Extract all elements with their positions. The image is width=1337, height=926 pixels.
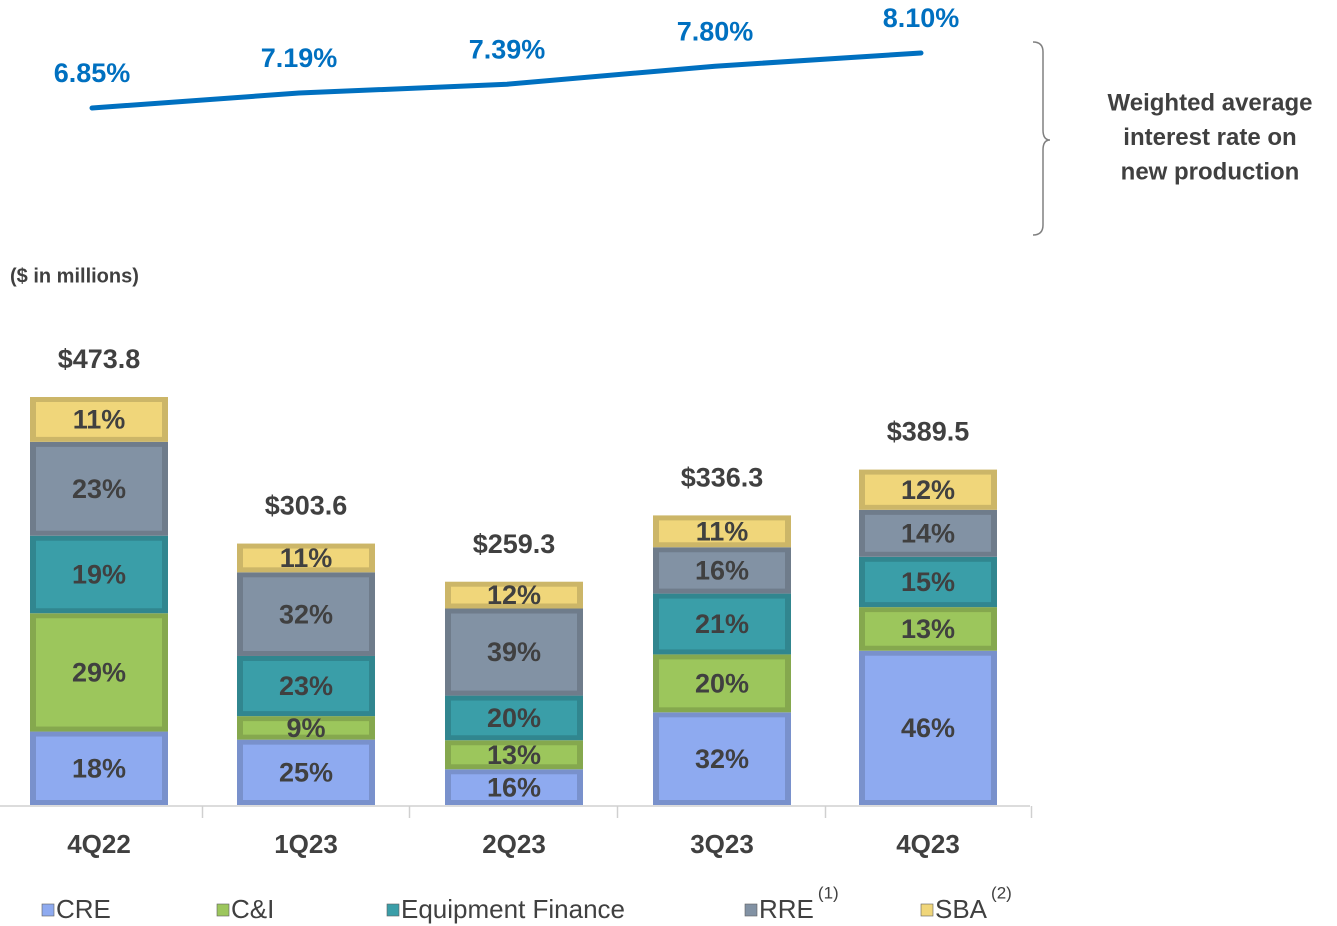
legend-label: RRE xyxy=(759,894,814,924)
bar-face xyxy=(36,540,162,609)
segment-label: 29% xyxy=(72,658,126,688)
rate-line xyxy=(89,50,924,111)
bar-face xyxy=(865,514,991,552)
segment-label: 11% xyxy=(696,516,749,546)
bar-face xyxy=(451,586,577,604)
segment-label: 9% xyxy=(286,713,325,743)
legend-label: Equipment Finance xyxy=(401,894,625,924)
rate-label: 7.39% xyxy=(469,34,546,64)
bar-face xyxy=(865,612,991,646)
bar-face xyxy=(243,548,369,568)
bar-face xyxy=(243,577,369,651)
bar-face xyxy=(243,660,369,712)
segment-label: 11% xyxy=(280,543,333,573)
x-tick-label: 1Q23 xyxy=(274,829,338,859)
bar-face xyxy=(659,598,785,650)
legend-swatch xyxy=(216,903,230,917)
bar-face xyxy=(865,474,991,505)
x-tick-label: 3Q23 xyxy=(690,829,754,859)
segment-label: 20% xyxy=(695,668,749,698)
bar-face xyxy=(36,618,162,727)
bar-face xyxy=(659,659,785,708)
total-label: $473.8 xyxy=(58,344,141,374)
bar-face xyxy=(36,446,162,531)
legend-swatch xyxy=(41,903,55,917)
segment-label: 20% xyxy=(487,703,541,733)
legend-footnote: (1) xyxy=(818,883,839,902)
rate-label: 7.19% xyxy=(261,43,338,73)
x-tick-label: 4Q22 xyxy=(67,829,131,859)
x-tick-label: 2Q23 xyxy=(482,829,546,859)
segment-label: 12% xyxy=(901,475,955,505)
annotation: new production xyxy=(1121,158,1300,185)
bar-face xyxy=(865,561,991,603)
legend-label: CRE xyxy=(56,894,111,924)
segment-label: 32% xyxy=(279,599,333,629)
segment-label: 18% xyxy=(72,753,126,783)
segment-label: 16% xyxy=(487,772,541,802)
rate-label: 8.10% xyxy=(883,3,960,33)
legend-label: C&I xyxy=(231,894,274,924)
annotation: interest rate on xyxy=(1123,124,1296,151)
segment-label: 19% xyxy=(72,560,126,590)
legend-footnote: (2) xyxy=(991,883,1012,902)
segment-label: 39% xyxy=(487,637,541,667)
bar-face xyxy=(451,774,577,800)
segment-label: 32% xyxy=(695,744,749,774)
segment-label: 46% xyxy=(901,713,955,743)
segment-label: 16% xyxy=(695,556,749,586)
legend-swatch xyxy=(920,903,934,917)
bar-face xyxy=(451,700,577,736)
bar-face xyxy=(36,402,162,437)
total-label: $389.5 xyxy=(887,417,970,447)
total-label: $303.6 xyxy=(265,491,348,521)
bar-face xyxy=(865,655,991,800)
total-label: $336.3 xyxy=(681,463,764,493)
legend-label: SBA xyxy=(935,894,988,924)
bracket xyxy=(1032,41,1051,236)
bar-face xyxy=(243,744,369,800)
bar-face xyxy=(451,613,577,691)
bar-face xyxy=(659,717,785,800)
bar-face xyxy=(659,552,785,589)
segment-label: 12% xyxy=(487,580,541,610)
segment-label: 11% xyxy=(73,405,126,435)
segment-label: 21% xyxy=(695,609,749,639)
segment-label: 13% xyxy=(487,740,541,770)
segment-label: 15% xyxy=(901,567,955,597)
rate-label: 6.85% xyxy=(54,58,131,88)
segment-label: 23% xyxy=(279,671,333,701)
bar-face xyxy=(451,745,577,765)
annotation: Weighted average xyxy=(1108,89,1313,116)
bar-face xyxy=(243,721,369,735)
segment-label: 14% xyxy=(901,518,955,548)
bar-face xyxy=(36,736,162,800)
segment-label: 25% xyxy=(279,757,333,787)
rate-label: 7.80% xyxy=(677,16,754,46)
x-tick-label: 4Q23 xyxy=(896,829,960,859)
legend-swatch xyxy=(386,903,400,917)
subtitle: ($ in millions) xyxy=(10,265,139,287)
bar-face xyxy=(659,520,785,543)
segment-label: 23% xyxy=(72,474,126,504)
segment-label: 13% xyxy=(901,614,955,644)
legend-swatch xyxy=(744,903,758,917)
total-label: $259.3 xyxy=(473,529,556,559)
